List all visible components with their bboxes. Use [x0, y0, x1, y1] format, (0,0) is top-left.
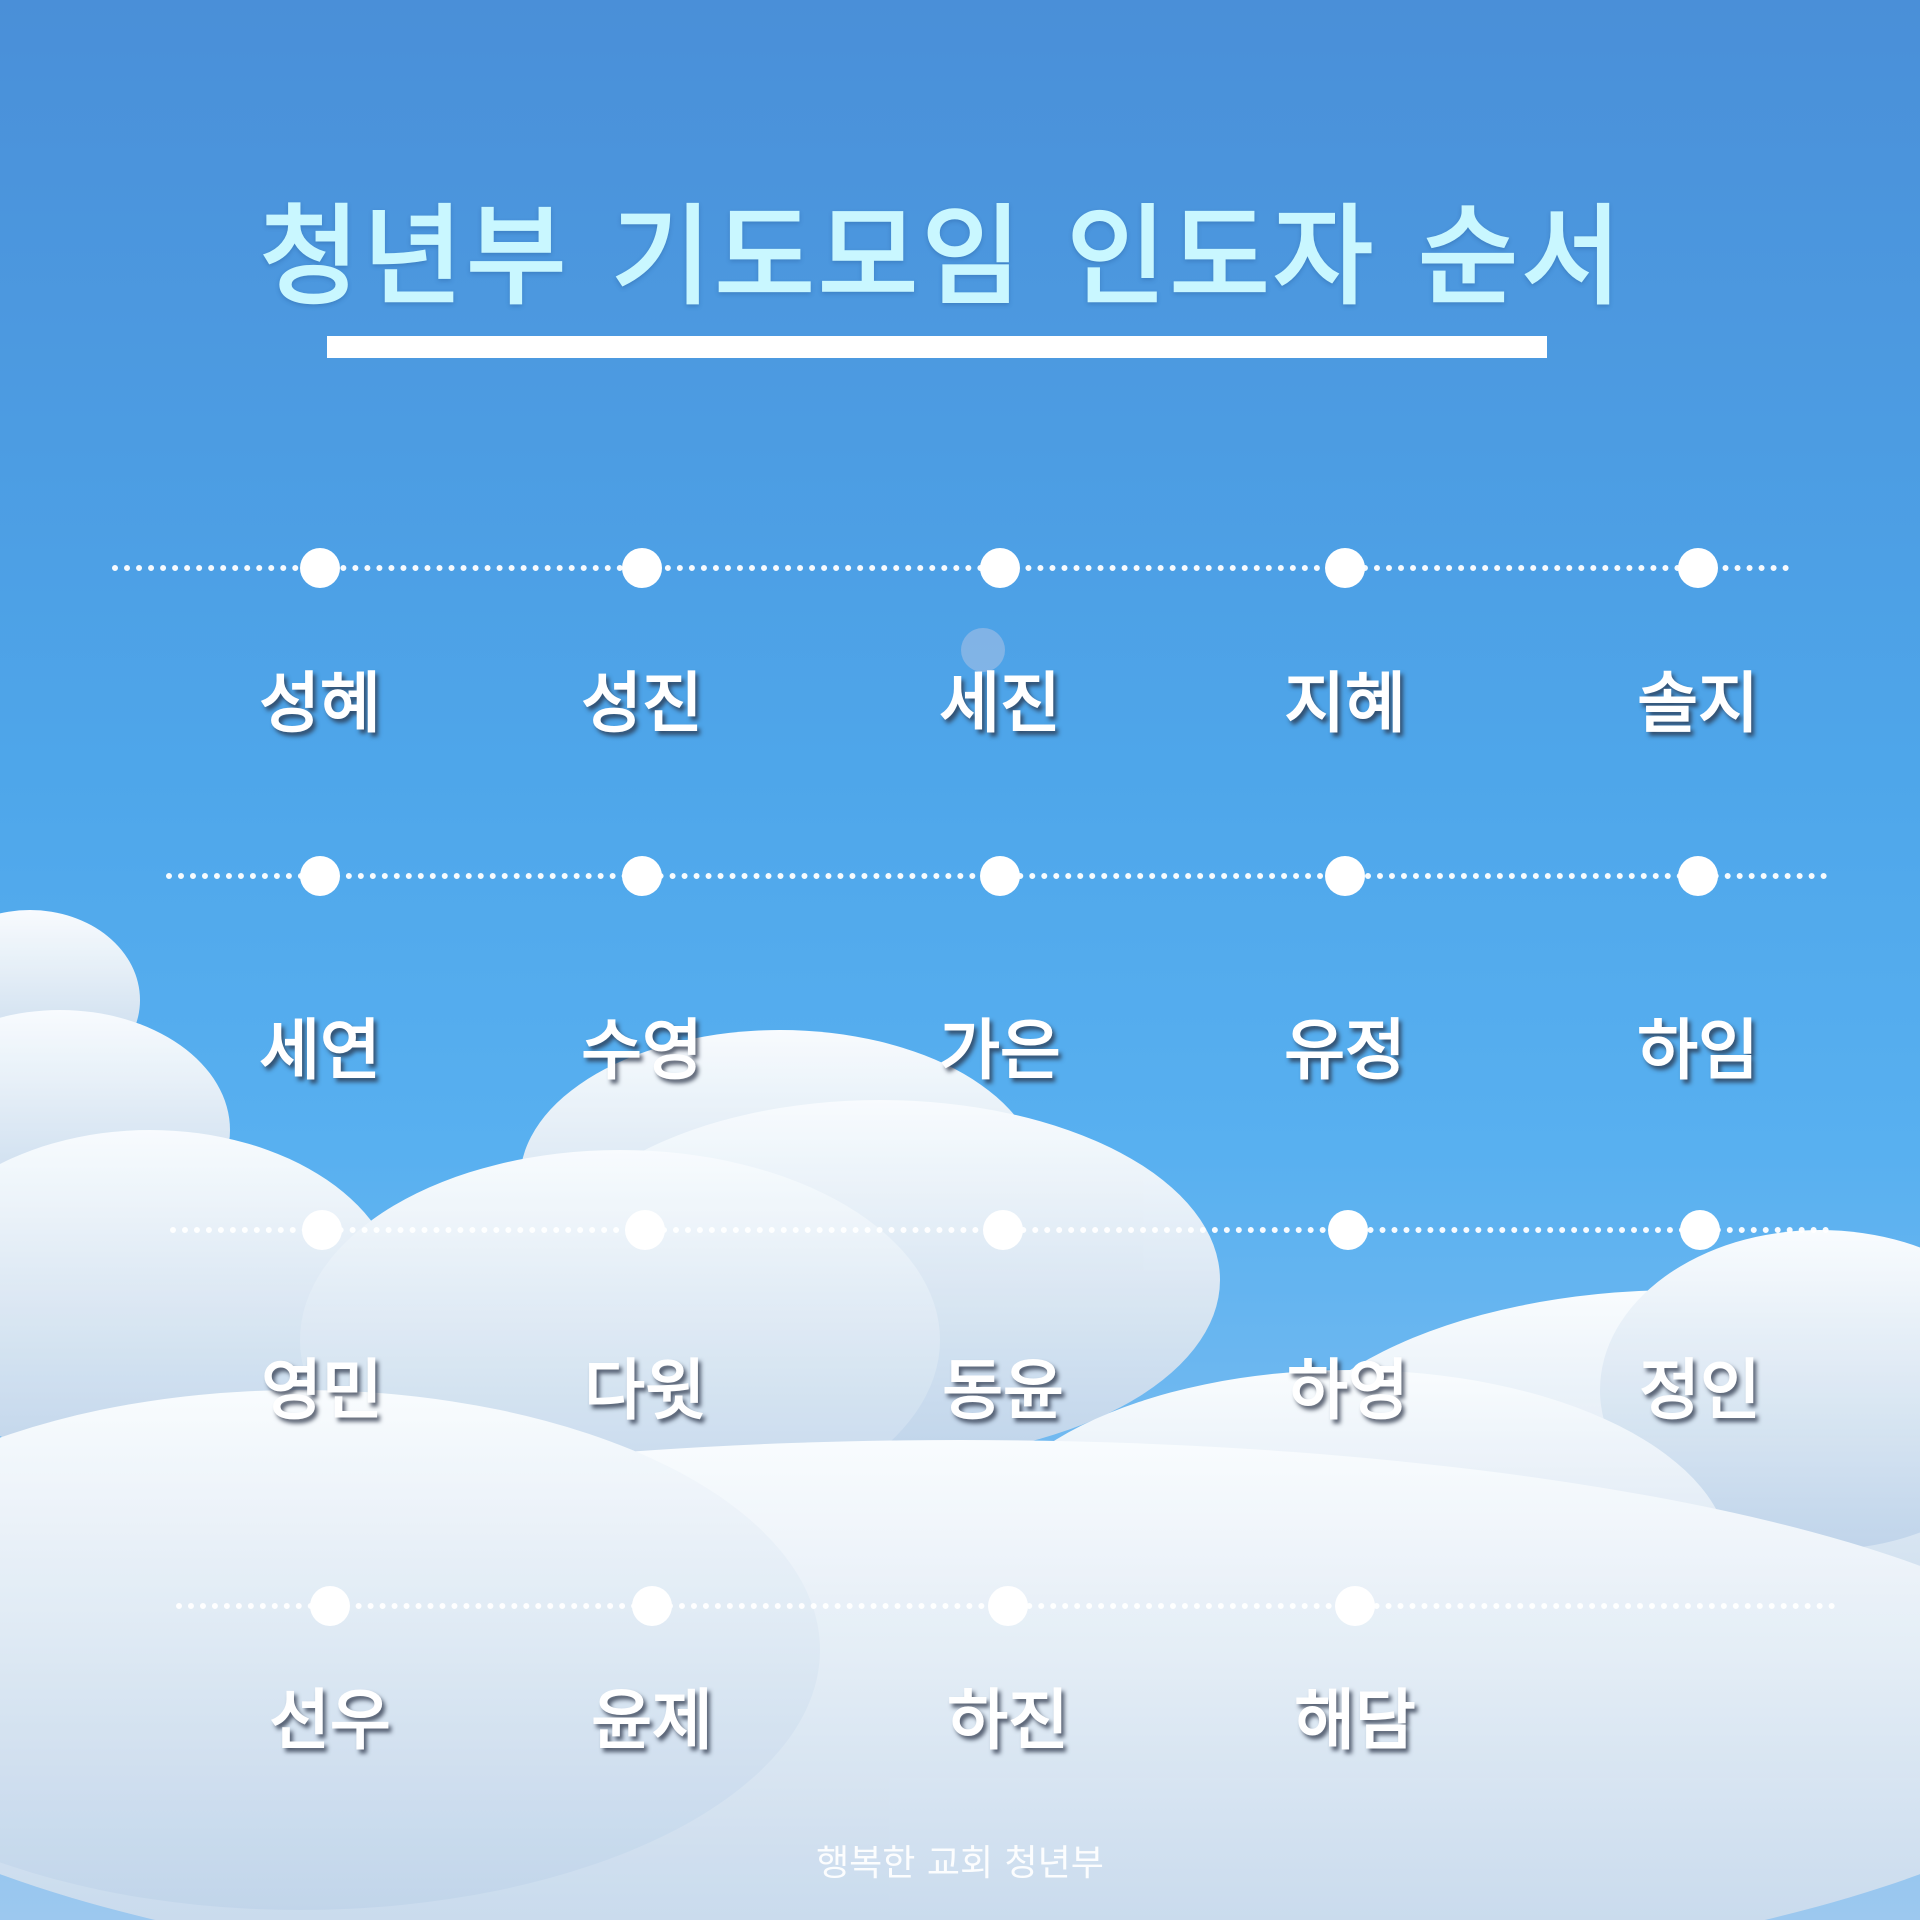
- timeline-dot: [632, 1586, 672, 1626]
- timeline-dot: [1678, 856, 1718, 896]
- leader-name: 선우: [269, 1682, 391, 1759]
- timeline-dot: [980, 856, 1020, 896]
- timeline-dot: [300, 548, 340, 588]
- timeline-dot: [1680, 1210, 1720, 1250]
- timeline-dot: [988, 1586, 1028, 1626]
- timeline-dot: [300, 856, 340, 896]
- leader-name: 지혜: [1284, 665, 1406, 742]
- leader-name: 정인: [1639, 1352, 1761, 1429]
- leader-name: 성진: [581, 665, 703, 742]
- timeline-dot: [622, 548, 662, 588]
- leader-name: 하진: [947, 1682, 1069, 1759]
- leader-name: 해담: [1294, 1682, 1416, 1759]
- timeline-dot: [1325, 548, 1365, 588]
- timeline-dot: [310, 1586, 350, 1626]
- timeline-dot: [980, 548, 1020, 588]
- timeline-dot: [1335, 1586, 1375, 1626]
- title-underline: [327, 336, 1547, 358]
- leader-name: 다윗: [584, 1352, 706, 1429]
- leader-name: 수영: [581, 1012, 703, 1089]
- leader-name: 영민: [261, 1352, 383, 1429]
- leader-name: 솔지: [1637, 665, 1759, 742]
- leader-name: 세연: [259, 1012, 381, 1089]
- timeline-dot: [1325, 856, 1365, 896]
- leader-name: 가은: [939, 1012, 1061, 1089]
- timeline-dot: [302, 1210, 342, 1250]
- timeline-dot: [1678, 548, 1718, 588]
- page-title: 청년부 기도모임 인도자 순서: [259, 195, 1626, 320]
- timeline-dot: [983, 1210, 1023, 1250]
- timeline-dot: [622, 856, 662, 896]
- leader-name: 하영: [1287, 1352, 1409, 1429]
- timeline-dot: [1328, 1210, 1368, 1250]
- leader-name: 세진: [939, 665, 1061, 742]
- leader-name: 성혜: [259, 665, 381, 742]
- leader-name: 하임: [1637, 1012, 1759, 1089]
- leader-name: 유정: [1284, 1012, 1406, 1089]
- dotted-row-line: [112, 565, 1790, 571]
- church-footer-label: 행복한 교회 청년부: [816, 1843, 1104, 1884]
- leader-name: 동윤: [942, 1352, 1064, 1429]
- leader-name: 윤제: [591, 1682, 713, 1759]
- timeline-dot: [625, 1210, 665, 1250]
